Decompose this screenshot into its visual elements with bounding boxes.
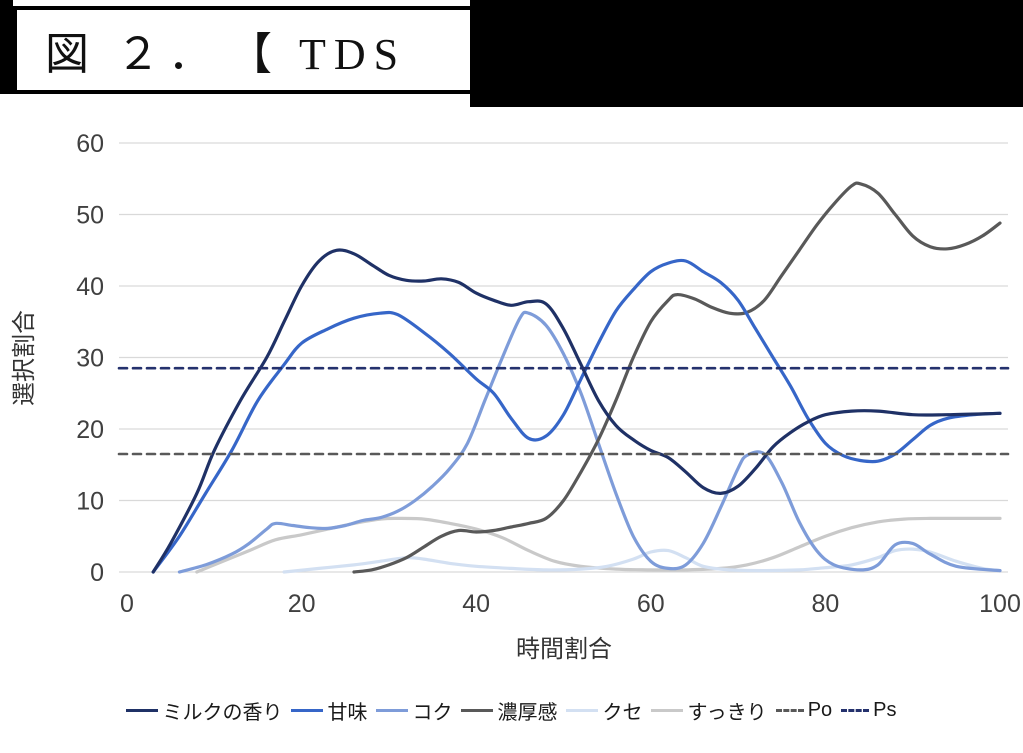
- y-tick-label: 50: [76, 202, 104, 230]
- figure-title: 図 ２． 【 TDS: [45, 30, 407, 79]
- legend-item-コク: コク: [376, 696, 452, 725]
- legend-item-クセ: クセ: [566, 696, 642, 725]
- x-tick-label: 60: [637, 590, 665, 618]
- line-series-濃厚感: [352, 181, 1002, 574]
- y-tick-label: 40: [76, 273, 104, 301]
- x-tick-label: 100: [979, 590, 1021, 618]
- legend-swatch-ミルクの香り: [126, 709, 159, 712]
- x-tick-label: 80: [811, 590, 839, 618]
- legend-label: ミルクの香り: [162, 702, 283, 724]
- legend-swatch-クセ: [566, 709, 599, 712]
- left-black-strip: [0, 0, 13, 94]
- legend-swatch-コク: [376, 709, 409, 712]
- legend-swatch-濃厚感: [461, 709, 494, 712]
- line-series-ミルクの香り: [151, 248, 1002, 574]
- y-tick-label: 20: [76, 416, 104, 444]
- legend-item-Po: Po: [775, 699, 833, 722]
- legend-item-Ps: Ps: [841, 699, 897, 722]
- y-tick-label: 0: [90, 559, 104, 587]
- legend-item-濃厚感: 濃厚感: [461, 696, 557, 725]
- legend-label: 濃厚感: [497, 702, 558, 724]
- x-tick-label: 40: [462, 590, 490, 618]
- legend-swatch-すっきり: [651, 709, 684, 712]
- legend-label: Ps: [873, 699, 897, 721]
- tds-chart: 0 10 20 30 40 50 60 0 20 40 60 80 100 時間割合 選択割合: [0, 108, 1023, 668]
- legend-item-甘味: 甘味: [291, 696, 367, 725]
- legend-item-ミルクの香り: ミルクの香り: [126, 696, 282, 725]
- x-tick-label: 0: [120, 590, 134, 618]
- legend-swatch-甘味: [291, 709, 324, 712]
- legend-label: Po: [807, 699, 833, 721]
- y-tick-label: 60: [76, 130, 104, 158]
- figure-caption-bar: 図 ２． 【 TDS: [0, 0, 1023, 108]
- chart-canvas: 0 10 20 30 40 50 60 0 20 40 60 80 100 時間割合 選択割合: [11, 130, 1021, 663]
- x-tick-label: 20: [288, 590, 316, 618]
- legend-label: コク: [412, 702, 453, 724]
- line-series-甘味: [151, 258, 1002, 574]
- legend-label: クセ: [602, 702, 643, 724]
- y-axis-title: 選択割合: [11, 310, 38, 406]
- redaction-block: [470, 0, 1023, 107]
- y-tick-label: 10: [76, 488, 104, 516]
- legend-label: すっきり: [687, 702, 767, 724]
- x-axis-title: 時間割合: [516, 636, 612, 663]
- y-tick-label: 30: [76, 345, 104, 373]
- line-series-クセ: [282, 547, 1002, 574]
- line-series-コク: [177, 310, 1002, 574]
- legend-label: 甘味: [327, 702, 368, 724]
- legend-swatch-Ps: [841, 709, 870, 712]
- legend-item-すっきり: すっきり: [651, 696, 767, 725]
- legend-swatch-Po: [775, 709, 804, 712]
- chart-legend: ミルクの香り 甘味 コク 濃厚感 クセ すっきり Po Ps: [0, 668, 1023, 753]
